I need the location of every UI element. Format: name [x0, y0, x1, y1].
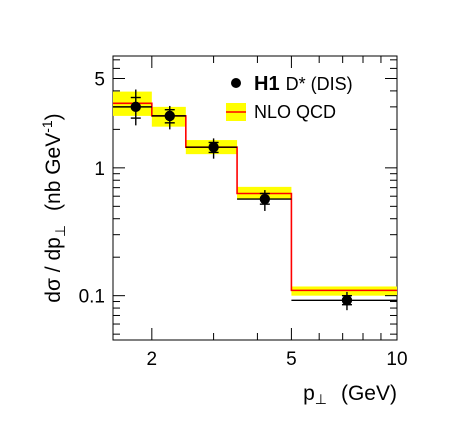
- x-axis-label-unit: (GeV): [341, 382, 397, 405]
- legend-data-label: H1 D* (DIS): [254, 73, 353, 95]
- data-point-marker: [164, 110, 175, 122]
- data-point-marker: [208, 142, 219, 153]
- y-axis-label-main: dσ / dp: [42, 237, 65, 303]
- x-axis-label-main: p: [303, 382, 315, 405]
- y-axis-label: dσ / dp⊥ (nb GeV-1): [39, 113, 68, 302]
- y-axis-label-unit-sup: -1: [39, 120, 55, 133]
- y-tick-label: 5: [94, 70, 105, 91]
- plot-frame: [112, 55, 398, 341]
- data-point-marker: [259, 193, 271, 205]
- x-tick-label: 2: [147, 349, 158, 370]
- data-point-group-3: [237, 190, 292, 211]
- data-point-marker: [341, 295, 353, 306]
- axis-ticks-layer: 2 5 10 5 1 0.1: [79, 56, 408, 370]
- legend-theory-label: NLO QCD: [254, 102, 336, 122]
- data-point-group-1: [151, 105, 186, 130]
- y-tick-label: 1: [94, 159, 105, 180]
- legend-data-label-rest: D* (DIS): [286, 74, 353, 94]
- x-axis-label: p⊥ (GeV): [303, 382, 397, 407]
- data-point-group-4: [291, 291, 397, 311]
- legend-data-marker: [231, 78, 241, 88]
- data-point-group-0: [113, 89, 152, 126]
- data-point-group-2: [185, 138, 238, 159]
- x-axis-label-sub: ⊥: [315, 391, 327, 407]
- y-axis-label-sub: ⊥: [52, 225, 68, 237]
- y-tick-label: 0.1: [79, 287, 105, 308]
- y-axis-label-unit-pre: (nb GeV: [42, 133, 65, 211]
- data-points-layer: [113, 89, 397, 311]
- legend-data-label-bold: H1: [254, 73, 280, 95]
- x-tick-label: 10: [386, 349, 407, 370]
- y-axis-label-unit-post: ): [42, 113, 65, 120]
- legend: H1 D* (DIS) NLO QCD: [226, 73, 353, 122]
- data-point-marker: [130, 101, 141, 113]
- x-tick-label: 5: [286, 349, 297, 370]
